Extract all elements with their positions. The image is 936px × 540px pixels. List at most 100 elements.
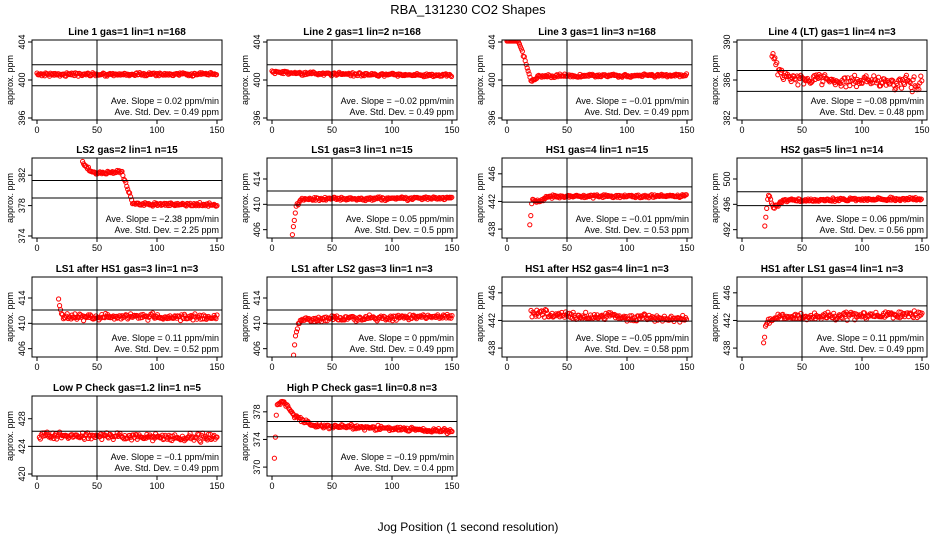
slope-annotation: Ave. Slope = 0.06 ppm/min [816,214,924,224]
x-tick-label: 50 [797,125,807,135]
y-tick-label: 420 [17,466,27,481]
x-tick-label: 0 [34,243,39,253]
x-tick-label: 100 [384,362,399,372]
y-tick-label: 404 [17,34,27,49]
y-tick-label: 382 [722,110,732,125]
panel-title: Low P Check gas=1.2 lin=1 n=5 [53,383,201,394]
panel-2: Line 2 gas=1 lin=2 n=168 0 50 100 150 396 400 4… [240,27,460,135]
x-tick-label: 50 [562,243,572,253]
data-point [770,51,776,57]
stddev-annotation: Ave. Std. Dev. = 0.49 ppm [820,344,924,354]
data-point [122,313,128,319]
plot-frame [31,157,223,239]
x-tick-label: 0 [34,481,39,491]
x-tick-label: 100 [619,243,634,253]
data-point [543,307,550,313]
data-point [917,197,923,203]
data-point [771,56,777,62]
x-tick-label: 0 [504,243,509,253]
panel-title: Line 4 (LT) gas=1 lin=4 n=3 [768,27,896,38]
data-point [774,60,780,66]
data-point [76,434,82,440]
data-point [290,410,296,416]
data-point [446,195,452,201]
y-axis-label: approx. ppm [240,55,250,105]
x-tick-label: 0 [269,125,274,135]
data-point [859,80,865,86]
data-point [212,202,218,208]
data-point [766,192,772,198]
x-tick-label: 100 [619,362,634,372]
y-tick-label: 414 [17,290,27,305]
data-point [918,73,924,79]
data-point [526,71,532,77]
plot-frame [31,276,223,358]
slope-annotation: Ave. Slope = 0.11 ppm/min [817,333,924,343]
data-points [762,192,924,229]
data-point [666,317,672,323]
panel-title: HS1 gas=4 lin=1 n=15 [546,145,649,156]
x-tick-label: 0 [34,362,39,372]
y-tick-label: 406 [252,341,262,356]
data-point [214,312,220,318]
plot-frame [501,276,693,358]
data-point [198,439,204,445]
data-point [919,310,925,316]
y-axis-label: approx. ppm [475,292,485,342]
data-point [767,193,773,199]
y-tick-label: 406 [17,341,27,356]
y-tick-label: 390 [722,34,732,49]
data-points [291,311,455,357]
y-tick-label: 492 [722,222,732,237]
data-point [842,75,848,81]
y-tick-label: 438 [487,222,497,237]
panels-grid: Line 1 gas=1 lin=1 n=168 0 50 100 150 396 400 4… [5,27,930,491]
data-point [58,311,65,317]
data-point [448,73,455,80]
y-tick-label: 406 [252,222,262,237]
y-tick-label: 424 [17,439,27,454]
data-point [641,311,647,317]
data-point [449,313,455,319]
slope-annotation: Ave. Slope = −0.01 ppm/min [576,96,689,106]
data-point [449,194,455,200]
data-point [683,192,689,198]
data-point [820,79,826,85]
stddev-annotation: Ave. Std. Dev. = 0.53 ppm [585,225,689,235]
panel-title: Line 2 gas=1 lin=2 n=168 [303,27,421,38]
data-point [44,429,50,435]
slope-annotation: Ave. Slope = −0.02 ppm/min [341,96,454,106]
y-tick-label: 414 [252,171,262,186]
stddev-annotation: Ave. Std. Dev. = 0.58 ppm [585,344,689,354]
x-tick-label: 150 [209,125,224,135]
x-tick-label: 100 [384,481,399,491]
data-point [844,317,850,323]
data-point [365,195,371,201]
panel-title: Line 3 gas=1 lin=3 n=168 [538,27,656,38]
data-point [838,83,844,89]
data-point [85,164,92,170]
stddev-annotation: Ave. Std. Dev. = 0.49 ppm [350,344,454,354]
data-point [124,183,130,189]
data-point [292,333,299,339]
data-point [910,77,916,83]
plot-frame [266,157,458,239]
y-tick-label: 396 [17,110,27,125]
panel-7: HS1 gas=4 lin=1 n=15 0 50 100 150 438 442 446ap… [475,145,695,253]
data-point [271,455,277,461]
data-point [292,210,298,216]
y-axis-label: approx. ppm [710,55,720,105]
data-point [640,312,646,318]
x-tick-label: 150 [444,362,459,372]
data-point [375,422,381,428]
data-point [903,72,910,79]
x-tick-label: 0 [269,481,274,491]
stddev-annotation: Ave. Std. Dev. = 0.49 ppm [115,107,219,117]
x-tick-label: 0 [504,362,509,372]
data-point [570,309,576,315]
data-point [289,232,295,238]
y-tick-label: 496 [722,197,732,212]
x-tick-label: 50 [327,125,337,135]
x-tick-label: 150 [209,481,224,491]
x-tick-label: 150 [444,481,459,491]
